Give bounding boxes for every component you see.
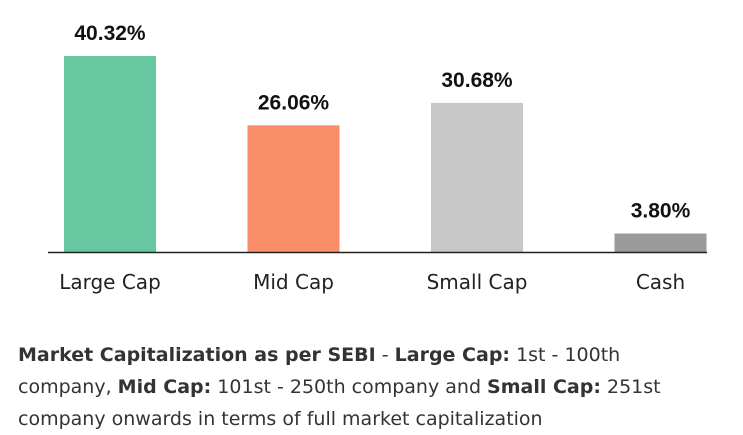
footnote-mid-cap-definition: 101st - 250th company and <box>211 376 488 398</box>
bar-cash <box>614 233 707 252</box>
data-label-large-cap: 40.32% <box>74 22 146 45</box>
data-label-mid-cap: 26.06% <box>258 91 330 114</box>
category-label-cash: Cash <box>636 270 685 294</box>
footnote-separator: - <box>375 344 395 366</box>
category-label-small-cap: Small Cap <box>427 270 528 294</box>
footnote-mid-cap-term: Mid Cap: <box>117 376 212 398</box>
bar-mid-cap <box>247 125 340 252</box>
category-label-large-cap: Large Cap <box>59 270 161 294</box>
footnote-large-cap-definition: 1st - 100th company, <box>18 344 621 398</box>
bar-small-cap <box>431 102 523 252</box>
data-label-cash: 3.80% <box>631 200 691 223</box>
footnote-small-cap-term: Small Cap: <box>487 376 601 398</box>
market-cap-bar-chart: 40.32% Large Cap 26.06% Mid Cap 30.68% Small … <box>48 22 707 294</box>
bar-large-cap <box>64 56 156 252</box>
category-label-mid-cap: Mid Cap <box>253 270 334 294</box>
footnote-small-cap-definition: 251st company onwards in terms of full m… <box>18 376 661 430</box>
data-label-small-cap: 30.68% <box>441 69 513 92</box>
market-cap-footnote: Market Capitalization as per SEBI - Larg… <box>18 339 718 435</box>
footnote-large-cap-term: Large Cap: <box>394 344 511 366</box>
footnote-heading: Market Capitalization as per SEBI <box>18 344 376 366</box>
